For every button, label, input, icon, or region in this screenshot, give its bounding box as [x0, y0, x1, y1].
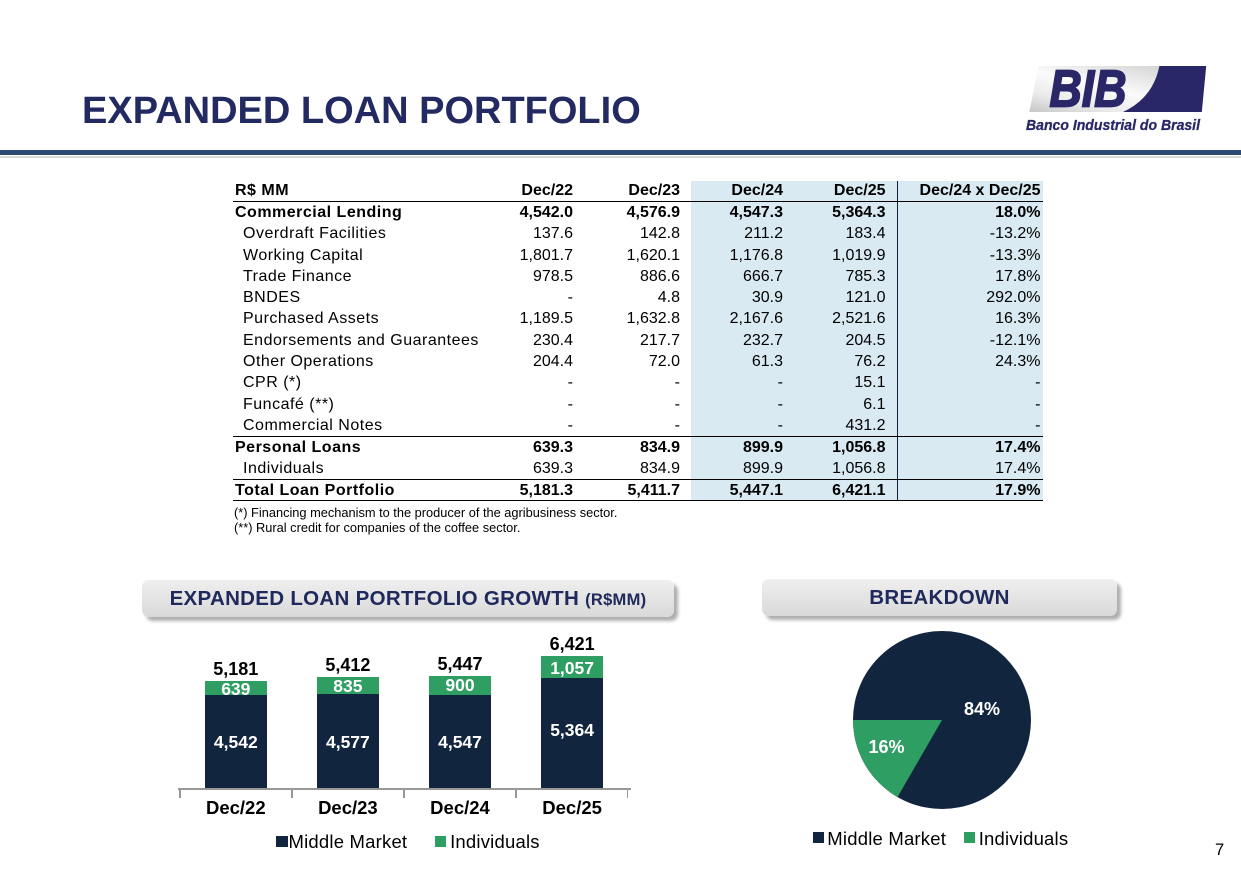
- svg-text:Banco Industrial do Brasil: Banco Industrial do Brasil: [1026, 117, 1201, 134]
- svg-text:16%: 16%: [868, 737, 904, 757]
- svg-text:BIB: BIB: [1050, 61, 1127, 119]
- svg-text:84%: 84%: [964, 699, 1000, 719]
